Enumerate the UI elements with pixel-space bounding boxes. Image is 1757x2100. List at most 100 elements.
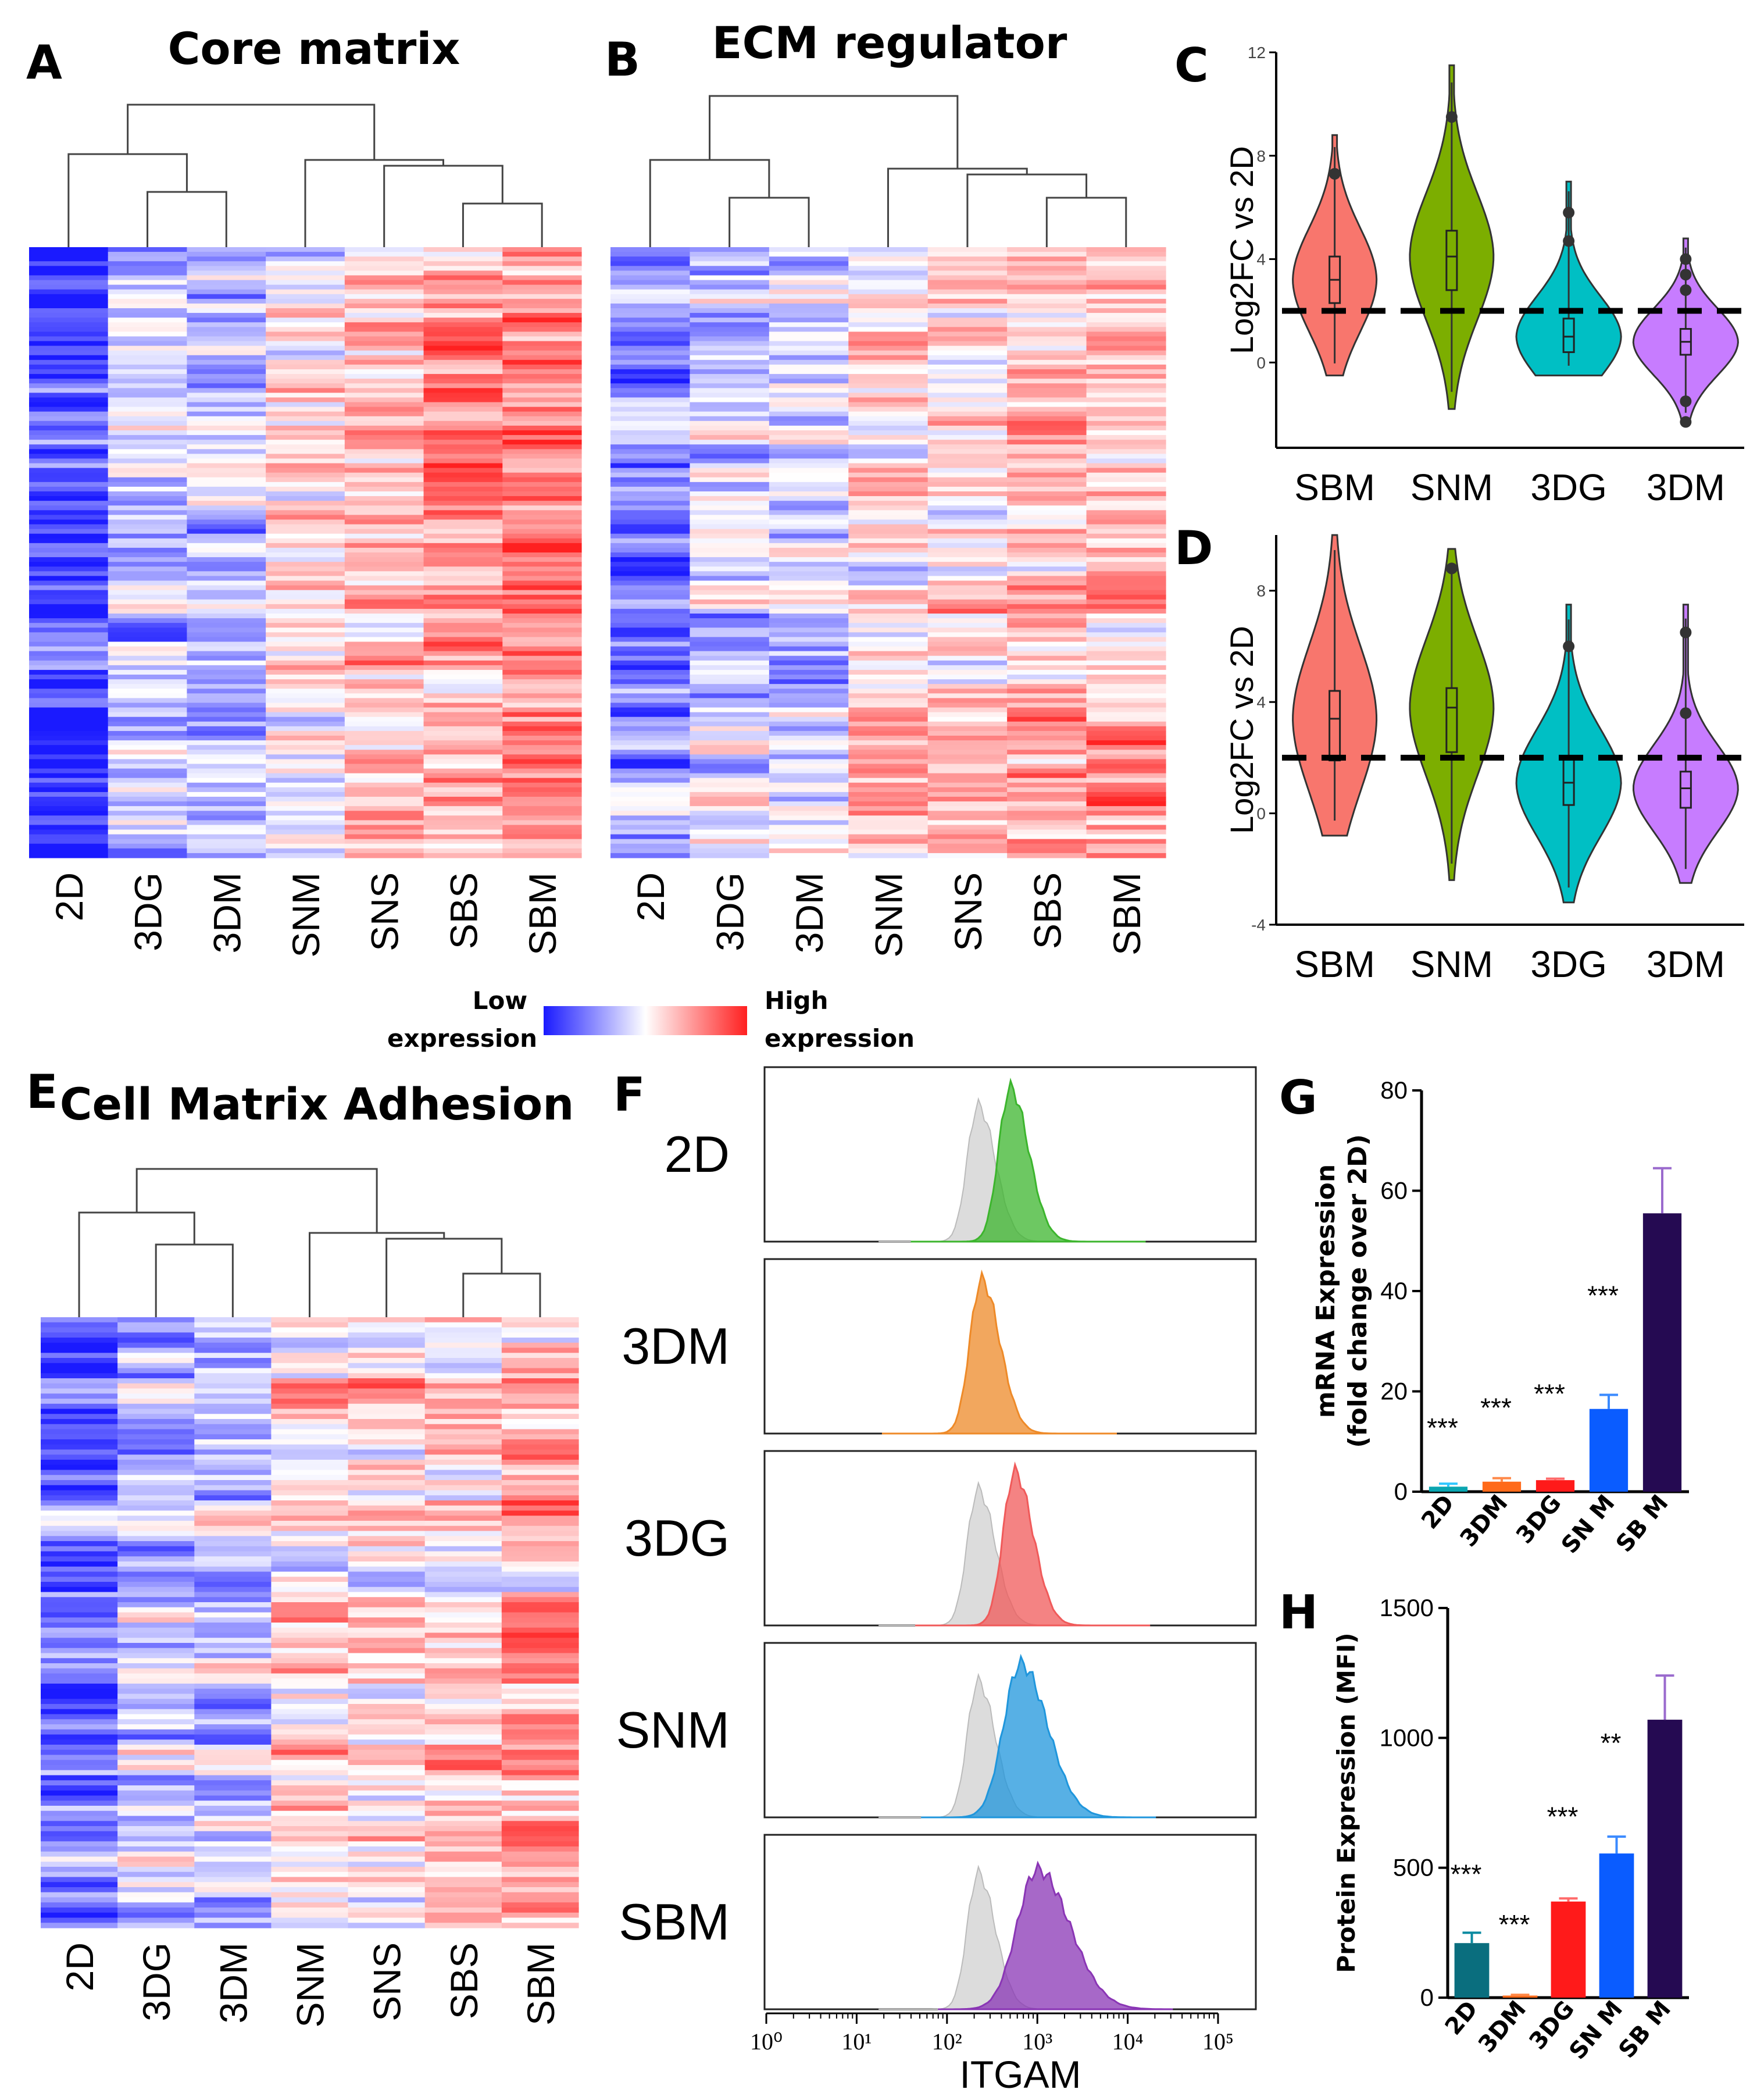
heatmap-cell	[108, 416, 188, 422]
heatmap-cell	[424, 1419, 502, 1425]
heatmap-cell	[117, 1358, 195, 1364]
heatmap-cell	[266, 440, 345, 445]
heatmap-cell	[1007, 675, 1087, 680]
heatmap-cell	[769, 416, 849, 422]
heatmap-cell	[344, 374, 424, 379]
heatmap-cell	[29, 454, 109, 459]
heatmap-cell	[502, 557, 582, 562]
heatmap-cell	[194, 1546, 272, 1552]
heatmap-cell	[501, 1546, 579, 1552]
heatmap-cell	[41, 1699, 118, 1705]
heatmap-cell	[610, 393, 691, 398]
heatmap-cell	[271, 1851, 349, 1857]
heatmap-cell	[423, 637, 503, 643]
heatmap-cell	[424, 1663, 502, 1669]
heatmap-cell	[848, 693, 929, 698]
heatmap-cell	[29, 294, 109, 300]
heatmap-cell	[29, 608, 109, 614]
column-label: 2D	[48, 872, 91, 921]
heatmap-cell	[266, 707, 345, 713]
heatmap-cell	[610, 782, 691, 788]
heatmap-cell	[424, 1760, 502, 1766]
heatmap-cell	[610, 280, 691, 286]
heatmap-cell	[266, 712, 345, 718]
heatmap-cell	[41, 1816, 118, 1821]
heatmap-cell	[194, 1780, 272, 1786]
heatmap-cell	[690, 750, 770, 755]
heatmap-cell	[610, 562, 691, 567]
heatmap-cell	[927, 388, 1008, 393]
heatmap-cell	[117, 1612, 195, 1618]
heatmap-cell	[29, 726, 109, 732]
heatmap-cell	[769, 252, 849, 257]
dendrogram-link	[383, 165, 503, 247]
heatmap-cell	[502, 764, 582, 769]
heatmap-cell	[117, 1403, 195, 1410]
heatmap-cell	[423, 379, 503, 384]
heatmap-cell	[344, 486, 424, 492]
heatmap-cell	[41, 1806, 118, 1812]
heatmap-cell	[29, 590, 109, 596]
heatmap-cell	[29, 284, 109, 290]
dendrogram-link	[67, 153, 188, 247]
heatmap-cell	[187, 675, 266, 680]
heatmap-cell	[271, 1597, 349, 1603]
heatmap-cell	[927, 750, 1008, 755]
heatmap-cell	[610, 614, 691, 619]
heatmap-cell	[266, 359, 345, 365]
heatmap-cell	[927, 716, 1008, 722]
heatmap-cell	[344, 651, 424, 657]
heatmap-cell	[41, 1780, 118, 1786]
heatmap-cell	[424, 1602, 502, 1608]
heatmap-cell	[1086, 637, 1166, 643]
heatmap-cell	[927, 689, 1008, 694]
heatmap-cell	[424, 1724, 502, 1730]
heatmap-cell	[41, 1887, 118, 1893]
heatmap-cell	[1086, 374, 1166, 379]
heatmap-cell	[1007, 547, 1087, 553]
heatmap-cell	[271, 1719, 349, 1725]
panel-letter-g: G	[1279, 1071, 1317, 1125]
heatmap-cell	[610, 618, 691, 623]
y-tick-label: 60	[1380, 1177, 1408, 1204]
heatmap-cell	[187, 308, 266, 313]
heatmap-cell	[348, 1409, 426, 1414]
heatmap-cell	[1086, 679, 1166, 684]
heatmap-cell	[344, 669, 424, 675]
heatmap-cell	[187, 585, 266, 591]
heatmap-cell	[344, 491, 424, 497]
heatmap-cell	[423, 336, 503, 342]
heatmap-cell	[108, 543, 188, 548]
heatmap-cell	[271, 1612, 349, 1618]
heatmap-cell	[610, 637, 691, 643]
heatmap-cell	[848, 524, 929, 530]
heatmap-cell	[769, 750, 849, 755]
heatmap-cell	[187, 374, 266, 379]
heatmap-cell	[41, 1358, 118, 1364]
heatmap-cell	[501, 1897, 579, 1903]
heatmap-cell	[848, 651, 929, 657]
heatmap-cell	[194, 1332, 272, 1338]
heatmap-cell	[344, 689, 424, 694]
heatmap-cell	[271, 1673, 349, 1679]
column-label: SBS	[442, 872, 485, 949]
heatmap-cell	[502, 614, 582, 619]
heatmap-cell	[187, 782, 266, 788]
heatmap-cell	[348, 1373, 426, 1379]
heatmap-cell	[271, 1765, 349, 1771]
heatmap-cell	[41, 1908, 118, 1913]
heatmap-cell	[502, 454, 582, 459]
heatmap-cell	[108, 557, 188, 562]
heatmap-cell	[29, 599, 109, 605]
heatmap-cell	[1007, 430, 1087, 436]
sample-histogram	[915, 1461, 1151, 1627]
heatmap-cell	[848, 393, 929, 398]
heatmap-cell	[502, 834, 582, 840]
heatmap-cell	[1086, 435, 1166, 440]
heatmap-cell	[1007, 806, 1087, 811]
heatmap-cell	[1086, 726, 1166, 732]
heatmap-cell	[1086, 853, 1166, 858]
heatmap-cell	[187, 614, 266, 619]
heatmap-cell	[424, 1765, 502, 1771]
heatmap-cell	[769, 318, 849, 323]
